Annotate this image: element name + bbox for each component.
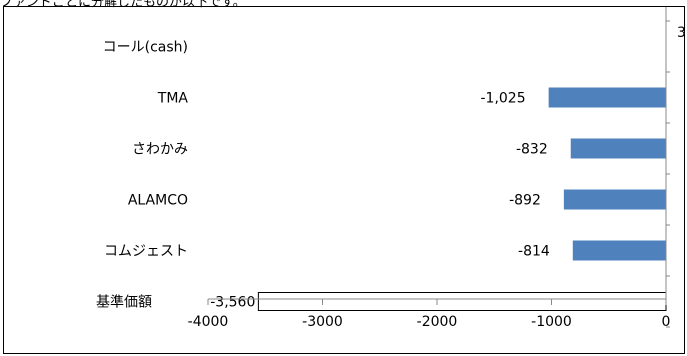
bar-alamco xyxy=(563,189,666,210)
category-label-tma: TMA xyxy=(157,91,189,107)
bars xyxy=(257,87,667,311)
bar-cat-2 xyxy=(570,138,666,159)
top-caption: ファンドごとに分解したものが以下です。 xyxy=(0,0,246,10)
tick-label-3000: -3000 xyxy=(302,314,343,330)
chart-area: コール(cash) TMA さわかみ ALAMCO コムジェスト 基準価額 -1,025-… xyxy=(3,6,686,354)
tick-label-2000: -2000 xyxy=(417,314,458,330)
bar-tma xyxy=(548,87,666,108)
category-label-alamco: ALAMCO xyxy=(128,193,188,209)
category-label-cat-4: コムジェスト xyxy=(104,244,188,260)
bar-cat-4 xyxy=(572,240,666,261)
bar-total xyxy=(257,292,667,311)
axes: -4000 -3000 -2000 -1000 0 xyxy=(188,7,671,330)
value-label-alamco: -892 xyxy=(509,193,541,209)
category-label-cash: コール(cash) xyxy=(103,40,188,56)
tick-label-4000: -4000 xyxy=(188,314,229,330)
value-label-cat-2: -832 xyxy=(516,142,548,158)
tick-label-1000: -1000 xyxy=(531,314,572,330)
value-label-cat-4: -814 xyxy=(518,244,550,260)
category-label-cat-5: 基準価額 xyxy=(96,294,152,311)
tick-label-0: 0 xyxy=(662,314,671,330)
value-label-total: -3,560 xyxy=(210,295,255,311)
category-label-cat-2: さわかみ xyxy=(132,142,188,158)
value-labels: -1,025 -832 -892 -814 -3,560 3 xyxy=(210,25,686,311)
cut-off-label: 3 xyxy=(677,25,686,41)
value-label-tma: -1,025 xyxy=(480,91,525,107)
